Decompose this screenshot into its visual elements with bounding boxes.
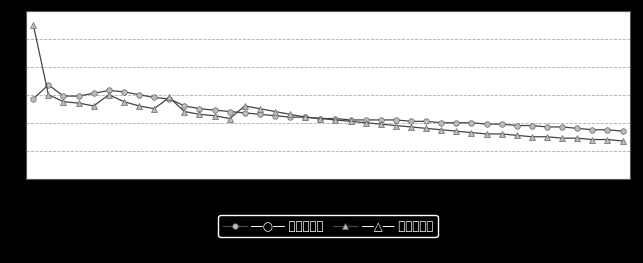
―△― 一酸化窒素	[347, 120, 354, 123]
―○― 二酸化窒素	[105, 89, 113, 92]
―○― 二酸化窒素	[332, 117, 340, 120]
―△― 一酸化窒素	[135, 104, 143, 108]
―○― 二酸化窒素	[437, 121, 445, 124]
―△― 一酸化窒素	[513, 134, 521, 137]
―○― 二酸化窒素	[60, 94, 68, 98]
―○― 二酸化窒素	[558, 125, 566, 129]
―△― 一酸化窒素	[453, 130, 460, 133]
―△― 一酸化窒素	[165, 96, 173, 99]
―△― 一酸化窒素	[467, 131, 475, 134]
―○― 二酸化窒素	[256, 113, 264, 116]
―△― 一酸化窒素	[543, 135, 551, 138]
―△― 一酸化窒素	[302, 115, 309, 119]
―○― 二酸化窒素	[453, 121, 460, 124]
―○― 二酸化窒素	[195, 107, 203, 110]
―○― 二酸化窒素	[316, 117, 324, 120]
―△― 一酸化窒素	[392, 124, 400, 127]
―△― 一酸化窒素	[558, 136, 566, 140]
―△― 一酸化窒素	[332, 118, 340, 122]
Line: ―○― 二酸化窒素: ―○― 二酸化窒素	[30, 82, 626, 134]
―○― 二酸化窒素	[44, 83, 52, 87]
―○― 二酸化窒素	[377, 118, 385, 122]
―○― 二酸化窒素	[150, 96, 158, 99]
―○― 二酸化窒素	[347, 118, 354, 122]
―○― 二酸化窒素	[604, 128, 611, 131]
―○― 二酸化窒素	[211, 109, 219, 112]
Line: ―△― 一酸化窒素: ―△― 一酸化窒素	[30, 21, 626, 144]
―△― 一酸化窒素	[377, 123, 385, 126]
―○― 二酸化窒素	[90, 92, 98, 95]
―○― 二酸化窒素	[165, 97, 173, 100]
―○― 二酸化窒素	[302, 115, 309, 119]
―△― 一酸化窒素	[422, 127, 430, 130]
―△― 一酸化窒素	[407, 125, 415, 129]
―△― 一酸化窒素	[286, 113, 294, 116]
―○― 二酸化窒素	[271, 114, 279, 117]
―△― 一酸化窒素	[211, 114, 219, 117]
―△― 一酸化窒素	[316, 117, 324, 120]
Legend: ―○― 二酸化窒素, ―△― 一酸化窒素: ―○― 二酸化窒素, ―△― 一酸化窒素	[218, 215, 438, 237]
―○― 二酸化窒素	[226, 110, 233, 113]
―○― 二酸化窒素	[528, 124, 536, 127]
―○― 二酸化窒素	[407, 120, 415, 123]
―○― 二酸化窒素	[483, 123, 491, 126]
―△― 一酸化窒素	[588, 138, 596, 141]
―△― 一酸化窒素	[181, 110, 188, 113]
―○― 二酸化窒素	[241, 111, 249, 114]
―○― 二酸化窒素	[498, 123, 505, 126]
―△― 一酸化窒素	[75, 102, 82, 105]
―○― 二酸化窒素	[543, 125, 551, 129]
―○― 二酸化窒素	[362, 118, 370, 122]
―○― 二酸化窒素	[135, 93, 143, 96]
―△― 一酸化窒素	[241, 104, 249, 108]
―○― 二酸化窒素	[513, 124, 521, 127]
―○― 二酸化窒素	[286, 115, 294, 119]
―△― 一酸化窒素	[30, 23, 37, 26]
―△― 一酸化窒素	[574, 136, 581, 140]
―△― 一酸化窒素	[150, 107, 158, 110]
―○― 二酸化窒素	[467, 121, 475, 124]
―△― 一酸化窒素	[195, 113, 203, 116]
―△― 一酸化窒素	[271, 110, 279, 113]
―△― 一酸化窒素	[604, 138, 611, 141]
―△― 一酸化窒素	[437, 128, 445, 131]
―△― 一酸化窒素	[120, 100, 128, 103]
―△― 一酸化窒素	[256, 107, 264, 110]
―△― 一酸化窒素	[528, 135, 536, 138]
―△― 一酸化窒素	[226, 117, 233, 120]
―○― 二酸化窒素	[75, 94, 82, 98]
―○― 二酸化窒素	[30, 97, 37, 100]
―○― 二酸化窒素	[619, 130, 626, 133]
―△― 一酸化窒素	[362, 121, 370, 124]
―○― 二酸化窒素	[392, 118, 400, 122]
―○― 二酸化窒素	[181, 104, 188, 108]
―○― 二酸化窒素	[574, 127, 581, 130]
―○― 二酸化窒素	[588, 128, 596, 131]
―△― 一酸化窒素	[60, 100, 68, 103]
―△― 一酸化窒素	[44, 93, 52, 96]
―△― 一酸化窒素	[483, 132, 491, 135]
―△― 一酸化窒素	[619, 139, 626, 143]
―△― 一酸化窒素	[498, 132, 505, 135]
―○― 二酸化窒素	[422, 120, 430, 123]
―△― 一酸化窒素	[105, 93, 113, 96]
―△― 一酸化窒素	[90, 104, 98, 108]
―○― 二酸化窒素	[120, 90, 128, 93]
